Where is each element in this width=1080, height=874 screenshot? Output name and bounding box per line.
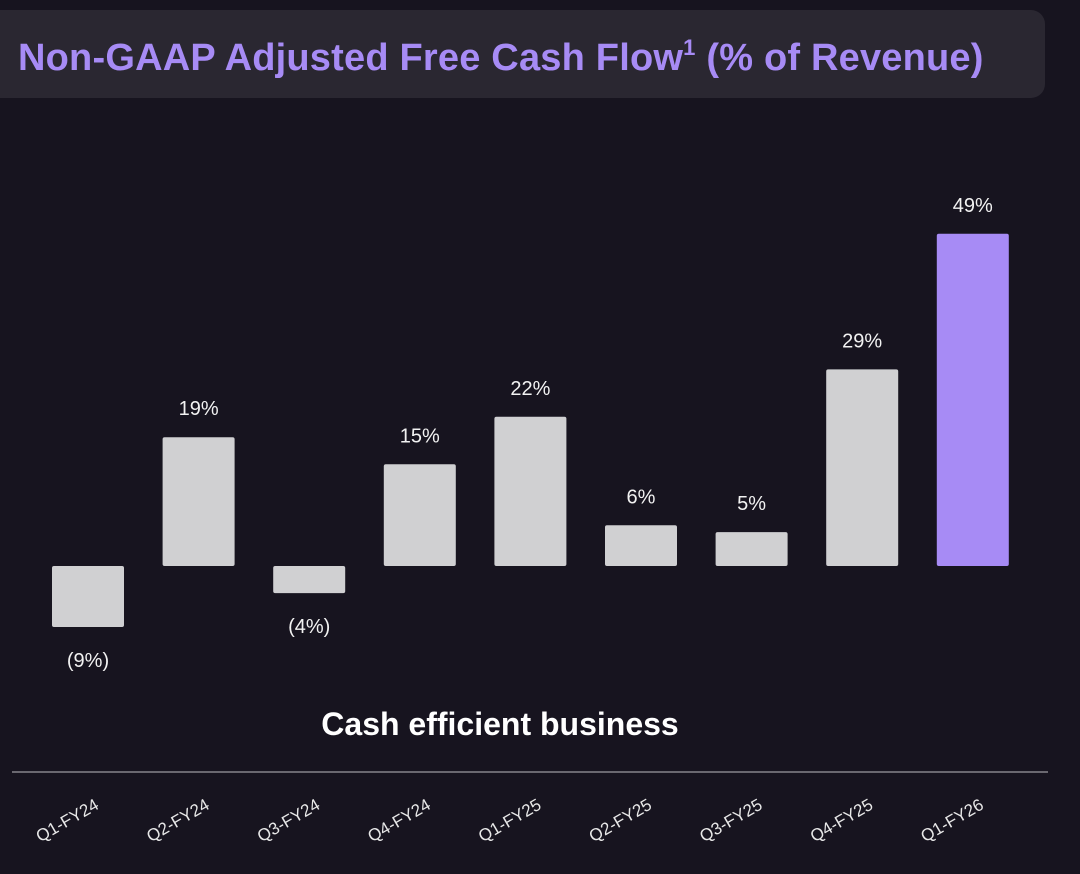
value-label-q4-fy24: 15%: [400, 425, 440, 447]
value-label-q1-fy24: (9%): [67, 650, 109, 672]
bar-q2-fy24: [162, 437, 235, 566]
title-footnote-marker: 1: [683, 35, 696, 60]
tick-label-q1-fy26: Q1-FY26: [918, 795, 987, 846]
tick-label-q4-fy24: Q4-FY24: [365, 795, 434, 846]
value-label-q3-fy25: 5%: [737, 493, 766, 515]
value-label-q1-fy26: 49%: [953, 195, 993, 217]
title-banner: Non-GAAP Adjusted Free Cash Flow1 (% of …: [0, 10, 1045, 98]
tick-label-q2-fy25: Q2-FY25: [586, 795, 655, 846]
bar-q3-fy24: [273, 566, 346, 594]
bar-q1-fy24: [52, 566, 124, 627]
chart-title: Non-GAAP Adjusted Free Cash Flow1 (% of …: [18, 35, 984, 80]
tick-label-q1-fy25: Q1-FY25: [475, 795, 544, 846]
value-labels-group: (9%) 19% (4%) 15% 22% 6% 5% 29% 49%: [67, 195, 993, 672]
tick-label-q1-fy24: Q1-FY24: [33, 795, 102, 846]
bar-q4-fy24: [383, 464, 456, 566]
value-label-q1-fy25: 22%: [510, 378, 550, 400]
bar-q3-fy25: [715, 532, 788, 566]
bar-q1-fy25: [494, 416, 567, 566]
tick-label-q4-fy25: Q4-FY25: [807, 795, 876, 846]
bars-group: [52, 233, 1009, 627]
tick-labels-group: Q1-FY24 Q2-FY24 Q3-FY24 Q4-FY24 Q1-FY25 Q2-FY…: [33, 795, 987, 846]
tick-label-q3-fy24: Q3-FY24: [254, 795, 323, 846]
value-label-q4-fy25: 29%: [842, 330, 882, 352]
chart-title-main: Non-GAAP Adjusted Free Cash Flow: [18, 37, 684, 79]
tick-label-q2-fy24: Q2-FY24: [143, 795, 212, 846]
tick-label-q3-fy25: Q3-FY25: [696, 795, 765, 846]
value-label-q2-fy24: 19%: [179, 398, 219, 420]
chart-caption: Cash efficient business: [321, 706, 679, 742]
bar-q1-fy26: [936, 233, 1009, 567]
bar-q2-fy25: [605, 525, 677, 566]
value-label-q2-fy25: 6%: [627, 486, 656, 508]
value-label-q3-fy24: (4%): [288, 616, 330, 638]
bar-q4-fy25: [826, 369, 899, 566]
chart-title-suffix: (% of Revenue): [706, 37, 984, 79]
